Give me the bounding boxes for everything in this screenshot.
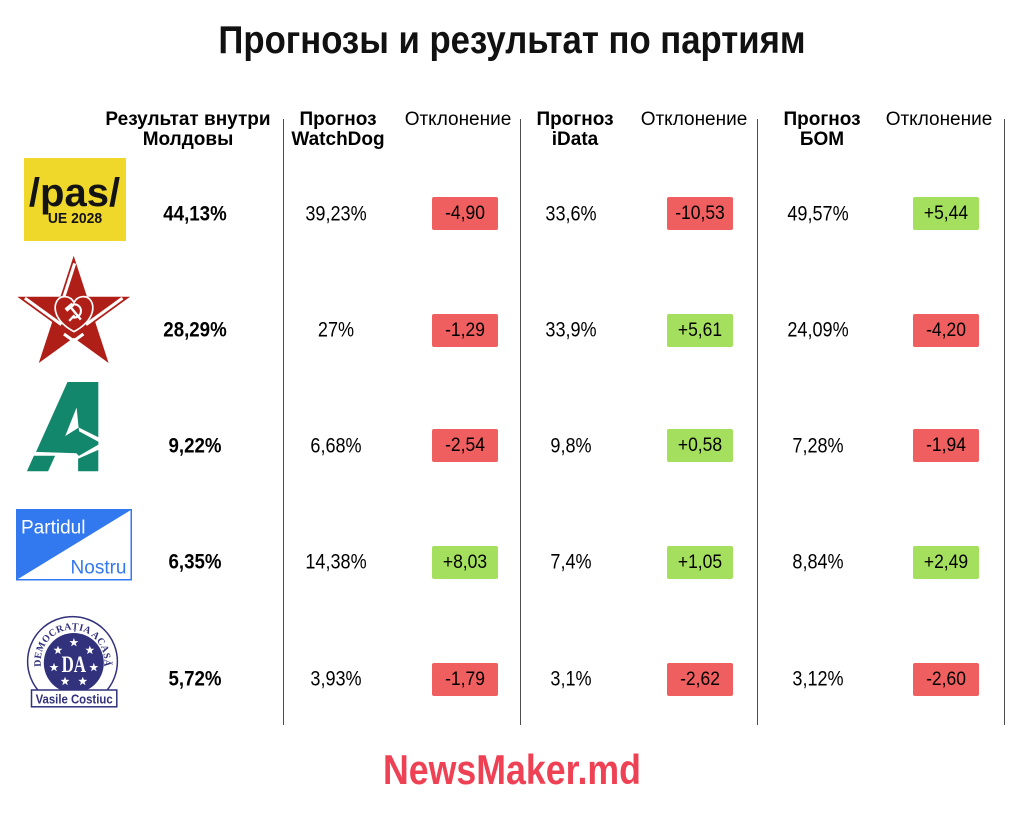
svg-text:Vasile Costiuc: Vasile Costiuc — [36, 692, 113, 707]
svg-text:DA: DA — [62, 652, 87, 677]
svg-text:Partidul: Partidul — [21, 517, 85, 538]
svg-text:Nostru: Nostru — [71, 557, 127, 578]
